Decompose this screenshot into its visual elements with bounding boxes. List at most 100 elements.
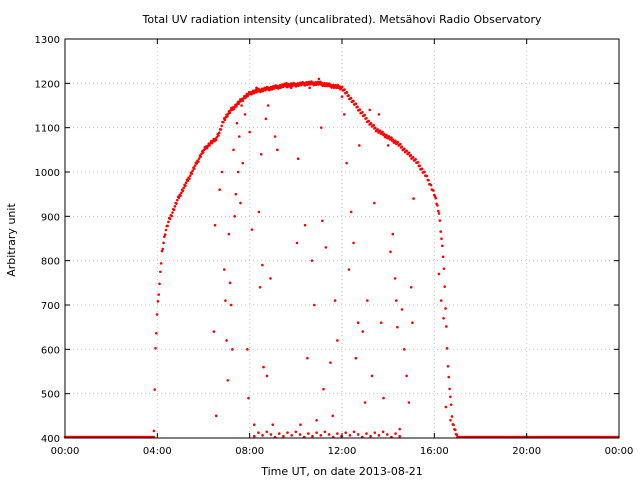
data-point: [398, 142, 402, 146]
data-point: [290, 434, 293, 437]
data-point: [265, 430, 269, 434]
data-point: [219, 128, 223, 131]
data-point: [220, 170, 224, 174]
plot-frame: [64, 38, 620, 439]
data-point: [226, 114, 229, 118]
data-point: [444, 405, 448, 409]
data-point: [237, 135, 241, 138]
data-point: [158, 282, 161, 286]
data-point: [449, 418, 452, 422]
data-point: [214, 414, 218, 418]
data-point: [445, 347, 449, 350]
data-point: [370, 374, 374, 378]
data-point: [261, 263, 264, 267]
data-point: [193, 164, 197, 167]
data-point: [372, 123, 375, 127]
x-tick-label: 20:00: [512, 446, 541, 457]
data-point: [453, 428, 457, 432]
data-point: [246, 348, 249, 351]
data-point: [363, 401, 367, 404]
data-point: [282, 434, 285, 438]
data-point: [197, 157, 201, 160]
data-point: [391, 232, 395, 236]
data-point: [269, 433, 273, 436]
data-point: [156, 300, 160, 303]
data-point: [234, 105, 238, 108]
y-tick-label: 600: [41, 345, 60, 356]
data-point: [241, 161, 245, 165]
data-point: [412, 197, 415, 200]
data-point: [265, 374, 269, 378]
data-point: [266, 104, 270, 107]
data-point: [152, 429, 156, 433]
data-point: [423, 170, 426, 174]
data-point: [186, 179, 190, 182]
data-point: [394, 139, 397, 143]
data-point: [175, 202, 178, 205]
data-point: [317, 77, 321, 81]
data-point: [358, 144, 361, 147]
data-point: [298, 433, 302, 436]
data-point: [237, 102, 240, 106]
grid-lines: [65, 39, 619, 438]
data-point: [382, 132, 386, 136]
data-point: [418, 164, 421, 167]
data-point: [276, 148, 279, 152]
data-point: [373, 201, 376, 205]
data-point: [386, 144, 390, 147]
data-point: [394, 432, 397, 435]
data-point: [180, 191, 183, 195]
data-point: [226, 379, 230, 382]
data-point: [235, 121, 239, 125]
data-point: [336, 339, 339, 342]
data-point: [205, 146, 209, 150]
data-point: [373, 126, 377, 130]
data-point: [240, 104, 243, 107]
data-point: [250, 228, 254, 231]
data-point: [220, 124, 224, 128]
data-point: [182, 186, 186, 190]
data-point: [188, 177, 191, 180]
data-point: [192, 167, 196, 170]
data-point: [179, 194, 182, 198]
data-point: [160, 249, 164, 253]
data-point: [440, 237, 443, 241]
data-point: [296, 157, 300, 160]
data-point: [396, 325, 399, 329]
data-point: [449, 403, 453, 406]
data-point: [354, 356, 358, 360]
data-point: [231, 348, 234, 351]
y-tick-label: 800: [41, 257, 60, 268]
data-point: [215, 135, 219, 139]
data-point: [445, 325, 448, 328]
data-point: [436, 204, 439, 207]
y-tick-label: 1100: [35, 124, 60, 135]
data-point: [443, 285, 447, 288]
data-point: [378, 129, 382, 132]
data-point: [398, 427, 402, 431]
data-point: [381, 430, 385, 434]
data-point: [295, 241, 299, 245]
data-point: [400, 145, 404, 149]
data-point: [354, 102, 358, 106]
data-point: [365, 432, 368, 435]
data-point: [349, 210, 353, 214]
data-point: [224, 299, 227, 302]
data-point: [214, 138, 218, 142]
data-point: [190, 172, 194, 175]
data-point: [321, 219, 324, 223]
data-point: [278, 86, 281, 90]
data-point: [154, 332, 158, 335]
data-point: [409, 285, 413, 289]
data-point: [444, 307, 447, 310]
data-point: [222, 120, 225, 124]
y-tick-label: 1000: [35, 168, 60, 179]
data-point: [164, 228, 168, 232]
data-point: [208, 144, 211, 147]
data-point: [379, 321, 383, 325]
data-point: [286, 431, 289, 434]
x-tick-label: 08:00: [235, 446, 264, 457]
data-point: [308, 86, 311, 90]
data-point: [377, 113, 381, 116]
data-point: [239, 201, 242, 205]
